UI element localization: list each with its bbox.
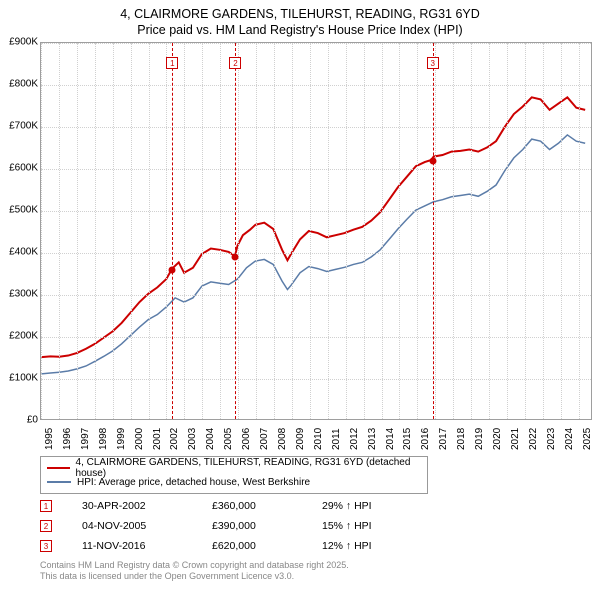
title-line2: Price paid vs. HM Land Registry's House …	[0, 22, 600, 38]
legend-box: 4, CLAIRMORE GARDENS, TILEHURST, READING…	[40, 456, 428, 494]
sales-row-price: £360,000	[212, 500, 322, 512]
sale-marker-number: 2	[229, 57, 241, 69]
sale-marker-dot	[169, 266, 176, 273]
sales-row-date: 04-NOV-2005	[82, 520, 212, 532]
x-axis-label: 2025	[582, 428, 600, 450]
chart-plot-area: 1 2 3	[40, 42, 592, 420]
gridline-h	[41, 253, 591, 254]
credits-line1: Contains HM Land Registry data © Crown c…	[40, 560, 349, 571]
gridline-v	[346, 43, 347, 419]
sales-row-delta: 15% ↑ HPI	[322, 520, 372, 532]
sales-row-price: £620,000	[212, 540, 322, 552]
y-axis-label: £0	[0, 415, 38, 426]
gridline-v	[507, 43, 508, 419]
credits-line2: This data is licensed under the Open Gov…	[40, 571, 349, 582]
gridline-h	[41, 211, 591, 212]
sale-marker-number: 3	[427, 57, 439, 69]
gridline-h	[41, 127, 591, 128]
sale-marker-number: 1	[166, 57, 178, 69]
gridline-v	[238, 43, 239, 419]
y-axis-label: £600K	[0, 163, 38, 174]
legend-swatch-hpi	[47, 481, 71, 483]
sales-row-delta: 29% ↑ HPI	[322, 500, 372, 512]
sales-row-number: 3	[40, 540, 52, 552]
gridline-h	[41, 295, 591, 296]
gridline-v	[149, 43, 150, 419]
sale-marker-line	[235, 43, 236, 419]
gridline-v	[382, 43, 383, 419]
sale-marker-dot	[232, 254, 239, 261]
gridline-v	[113, 43, 114, 419]
series-line-hpi	[41, 135, 585, 374]
gridline-v	[399, 43, 400, 419]
sales-row-delta: 12% ↑ HPI	[322, 540, 372, 552]
series-line-property	[41, 97, 585, 357]
sales-table-row: 3 11-NOV-2016£620,00012% ↑ HPI	[40, 536, 372, 556]
legend-row-property: 4, CLAIRMORE GARDENS, TILEHURST, READING…	[47, 461, 421, 475]
gridline-v	[525, 43, 526, 419]
gridline-v	[77, 43, 78, 419]
gridline-v	[561, 43, 562, 419]
gridline-v	[328, 43, 329, 419]
y-axis-label: £100K	[0, 373, 38, 384]
sale-marker-line	[433, 43, 434, 419]
sales-row-date: 11-NOV-2016	[82, 540, 212, 552]
gridline-v	[95, 43, 96, 419]
gridline-v	[41, 43, 42, 419]
gridline-h	[41, 43, 591, 44]
y-axis-label: £400K	[0, 247, 38, 258]
gridline-v	[131, 43, 132, 419]
gridline-h	[41, 379, 591, 380]
gridline-v	[220, 43, 221, 419]
gridline-v	[166, 43, 167, 419]
legend-label-hpi: HPI: Average price, detached house, West…	[77, 477, 310, 488]
chart-lines-svg	[41, 43, 591, 419]
gridline-v	[489, 43, 490, 419]
legend-swatch-property	[47, 467, 70, 469]
y-axis-label: £800K	[0, 79, 38, 90]
gridline-v	[543, 43, 544, 419]
gridline-h	[41, 169, 591, 170]
gridline-v	[453, 43, 454, 419]
gridline-v	[417, 43, 418, 419]
sales-table: 1 30-APR-2002£360,00029% ↑ HPI 2 04-NOV-200…	[40, 496, 372, 556]
sales-row-number: 2	[40, 520, 52, 532]
gridline-v	[202, 43, 203, 419]
sales-table-row: 1 30-APR-2002£360,00029% ↑ HPI	[40, 496, 372, 516]
gridline-v	[364, 43, 365, 419]
sale-marker-dot	[429, 157, 436, 164]
gridline-h	[41, 85, 591, 86]
gridline-v	[435, 43, 436, 419]
gridline-v	[310, 43, 311, 419]
title-line1: 4, CLAIRMORE GARDENS, TILEHURST, READING…	[0, 6, 600, 22]
gridline-v	[59, 43, 60, 419]
sales-row-price: £390,000	[212, 520, 322, 532]
y-axis-label: £700K	[0, 121, 38, 132]
y-axis-label: £500K	[0, 205, 38, 216]
gridline-v	[579, 43, 580, 419]
gridline-v	[184, 43, 185, 419]
gridline-h	[41, 337, 591, 338]
y-axis-label: £200K	[0, 331, 38, 342]
y-axis-label: £300K	[0, 289, 38, 300]
gridline-v	[256, 43, 257, 419]
gridline-v	[274, 43, 275, 419]
sales-row-date: 30-APR-2002	[82, 500, 212, 512]
sales-table-row: 2 04-NOV-2005£390,00015% ↑ HPI	[40, 516, 372, 536]
chart-container: 4, CLAIRMORE GARDENS, TILEHURST, READING…	[0, 0, 600, 590]
gridline-v	[292, 43, 293, 419]
sales-row-number: 1	[40, 500, 52, 512]
title-block: 4, CLAIRMORE GARDENS, TILEHURST, READING…	[0, 0, 600, 39]
gridline-v	[471, 43, 472, 419]
sale-marker-line	[172, 43, 173, 419]
credits-block: Contains HM Land Registry data © Crown c…	[40, 560, 349, 583]
y-axis-label: £900K	[0, 37, 38, 48]
